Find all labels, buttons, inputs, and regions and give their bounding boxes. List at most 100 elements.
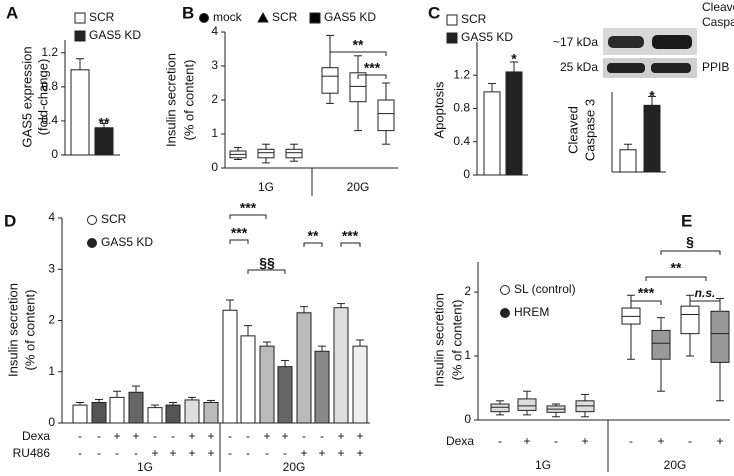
annotation: *** bbox=[231, 225, 248, 241]
bar bbox=[619, 149, 637, 173]
bar bbox=[184, 399, 200, 424]
significance-bracket bbox=[340, 242, 361, 247]
legend-marker bbox=[74, 12, 86, 24]
y-axis-label: Insulin secretion bbox=[5, 283, 20, 377]
legend-marker bbox=[74, 30, 86, 42]
row-sign: + bbox=[188, 446, 195, 460]
row-sign: + bbox=[113, 429, 120, 443]
row-sign: + bbox=[337, 446, 344, 460]
legend-label: mock bbox=[213, 10, 243, 24]
row-sign: - bbox=[115, 446, 119, 460]
bar bbox=[277, 366, 293, 424]
y-tick-label: 2 bbox=[211, 92, 218, 106]
y-tick-label: 0.4 bbox=[41, 113, 58, 127]
bar bbox=[91, 402, 107, 424]
bar bbox=[483, 91, 501, 176]
row-sign: - bbox=[153, 429, 157, 443]
row-sign: + bbox=[523, 434, 530, 448]
legend-marker bbox=[446, 14, 458, 26]
row-sign: + bbox=[657, 434, 664, 448]
significance-bracket bbox=[229, 239, 249, 244]
row-sign: + bbox=[356, 446, 363, 460]
box bbox=[321, 67, 339, 94]
group-label: 20G bbox=[347, 180, 370, 194]
row-sign: + bbox=[207, 429, 214, 443]
bar bbox=[259, 345, 275, 424]
y-tick-label: 1 bbox=[464, 348, 471, 362]
annotation: * bbox=[649, 88, 655, 104]
annotation: §§ bbox=[259, 255, 275, 271]
row-sign: - bbox=[265, 446, 269, 460]
annotation: ** bbox=[99, 115, 110, 131]
row-sign: + bbox=[581, 434, 588, 448]
bar bbox=[222, 309, 238, 424]
y-tick-label: 3 bbox=[211, 58, 218, 72]
bar bbox=[296, 312, 312, 424]
blot-size-label: 25 kDa bbox=[560, 60, 598, 74]
box bbox=[710, 310, 730, 363]
legend-label: GAS5 KD bbox=[461, 30, 513, 44]
row-sign: - bbox=[320, 429, 324, 443]
bar bbox=[352, 345, 368, 424]
annotation: *** bbox=[342, 228, 359, 244]
legend-label: SL (control) bbox=[514, 282, 576, 296]
group-label: 1G bbox=[535, 458, 551, 472]
row-sign: - bbox=[171, 429, 175, 443]
blot-band bbox=[651, 63, 691, 73]
row-sign: + bbox=[263, 429, 270, 443]
blot-band bbox=[608, 36, 644, 48]
y-axis-label: (% of content) bbox=[181, 60, 196, 141]
significance-bracket bbox=[660, 250, 721, 255]
row-sign: + bbox=[169, 446, 176, 460]
row-sign: - bbox=[246, 446, 250, 460]
blot-band bbox=[607, 63, 645, 73]
y-axis-label: Apoptosis bbox=[431, 81, 446, 139]
row-sign: + bbox=[188, 429, 195, 443]
legend-label: GAS5 KD bbox=[101, 235, 153, 249]
bar bbox=[165, 404, 181, 424]
significance-bracket bbox=[229, 214, 267, 219]
blot-protein-label: PPIB bbox=[702, 60, 729, 74]
y-tick-label: 0 bbox=[51, 147, 58, 161]
row-label: Dexa bbox=[446, 434, 474, 448]
box bbox=[349, 72, 367, 103]
row-sign: - bbox=[629, 434, 633, 448]
row-sign: - bbox=[302, 429, 306, 443]
bar bbox=[314, 350, 330, 424]
box bbox=[490, 403, 510, 413]
significance-bracket bbox=[247, 269, 286, 274]
blot-size-label: ~17 kDa bbox=[553, 35, 598, 49]
bar bbox=[203, 402, 219, 424]
significance-bracket bbox=[357, 74, 387, 79]
box bbox=[680, 305, 700, 335]
row-sign: - bbox=[246, 429, 250, 443]
legend-marker bbox=[87, 238, 97, 248]
bar bbox=[505, 71, 523, 176]
significance-bracket bbox=[630, 300, 662, 305]
bar bbox=[94, 127, 114, 156]
row-sign: - bbox=[97, 429, 101, 443]
row-sign: - bbox=[78, 429, 82, 443]
bar bbox=[333, 307, 349, 424]
legend-marker bbox=[309, 12, 321, 24]
legend-label: SCR bbox=[461, 12, 487, 26]
legend-marker bbox=[500, 308, 510, 318]
legend-label: HREM bbox=[514, 305, 549, 319]
legend-marker bbox=[199, 13, 209, 23]
annotation: ** bbox=[353, 37, 364, 53]
y-tick-label: 0 bbox=[463, 167, 470, 181]
y-tick-label: 4 bbox=[48, 210, 55, 224]
row-sign: - bbox=[283, 446, 287, 460]
y-tick-label: 0 bbox=[48, 415, 55, 429]
row-sign: + bbox=[207, 446, 214, 460]
annotation: *** bbox=[364, 60, 381, 76]
legend-label: SCR bbox=[89, 10, 115, 24]
row-sign: + bbox=[716, 434, 723, 448]
significance-bracket bbox=[689, 300, 721, 305]
panel-letter: D bbox=[4, 211, 16, 230]
bar bbox=[72, 404, 88, 424]
significance-bracket bbox=[645, 276, 707, 281]
y-tick-label: 0.8 bbox=[41, 79, 58, 93]
y-tick-label: 2 bbox=[48, 313, 55, 327]
